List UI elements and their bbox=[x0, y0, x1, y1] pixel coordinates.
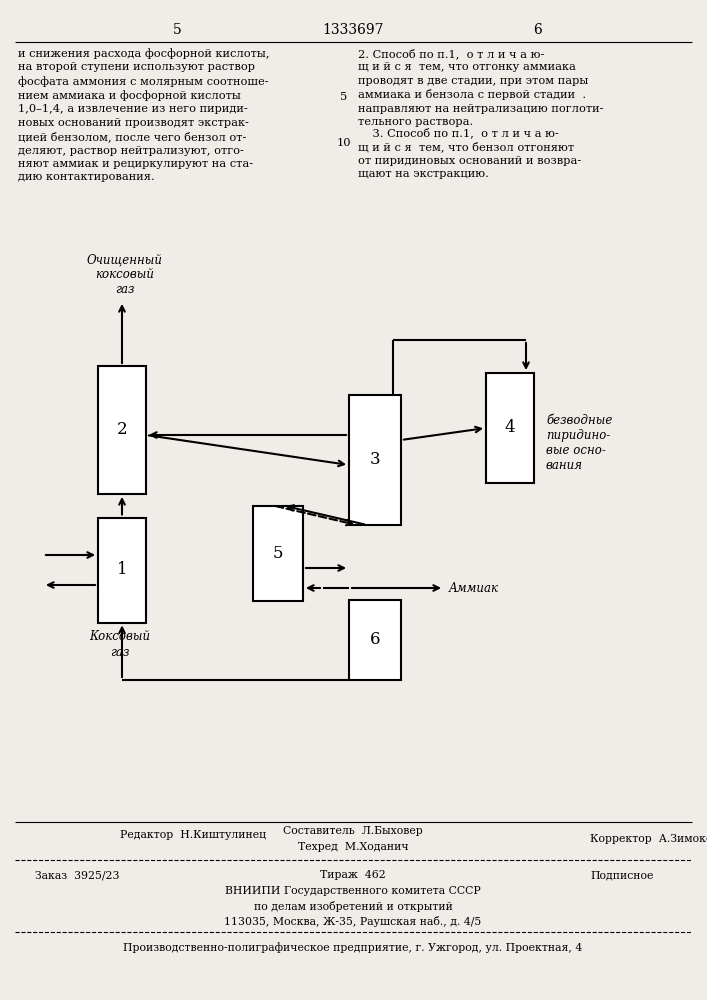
Bar bbox=[98, 518, 146, 622]
Text: 6: 6 bbox=[532, 23, 542, 37]
Text: 5: 5 bbox=[273, 544, 284, 562]
Bar bbox=[486, 373, 534, 483]
Text: 5: 5 bbox=[173, 23, 182, 37]
Text: 10: 10 bbox=[337, 138, 351, 148]
Text: 1: 1 bbox=[117, 562, 127, 578]
Text: Коксовый
газ: Коксовый газ bbox=[90, 631, 151, 658]
Text: 4: 4 bbox=[505, 420, 515, 436]
Text: Производственно-полиграфическое предприятие, г. Ужгород, ул. Проектная, 4: Производственно-полиграфическое предприя… bbox=[124, 942, 583, 953]
Text: Редактор  Н.Киштулинец: Редактор Н.Киштулинец bbox=[120, 830, 266, 840]
Text: и снижения расхода фосфорной кислоты,
на второй ступени используют раствор
фосфа: и снижения расхода фосфорной кислоты, на… bbox=[18, 48, 269, 182]
Text: Техред  М.Ходанич: Техред М.Ходанич bbox=[298, 842, 409, 852]
Text: Тираж  462: Тираж 462 bbox=[320, 870, 386, 880]
Text: 3. Способ по п.1,  о т л и ч а ю-
щ и й с я  тем, что бензол отгоняют
от пиридин: 3. Способ по п.1, о т л и ч а ю- щ и й с… bbox=[358, 127, 581, 179]
Text: по делам изобретений и открытий: по делам изобретений и открытий bbox=[254, 901, 452, 912]
Text: 2: 2 bbox=[117, 422, 127, 438]
Bar bbox=[349, 600, 401, 680]
Bar bbox=[349, 395, 401, 525]
Text: 113035, Москва, Ж-35, Раушская наб., д. 4/5: 113035, Москва, Ж-35, Раушская наб., д. … bbox=[224, 916, 481, 927]
Text: ВНИИПИ Государственного комитета СССР: ВНИИПИ Государственного комитета СССР bbox=[225, 886, 481, 896]
Text: Составитель  Л.Быховер: Составитель Л.Быховер bbox=[283, 826, 423, 836]
Text: 6: 6 bbox=[370, 632, 380, 648]
Text: 5: 5 bbox=[340, 92, 348, 102]
Bar bbox=[253, 506, 303, 600]
Text: Очищенный
коксовый
газ: Очищенный коксовый газ bbox=[87, 253, 163, 296]
Text: Корректор  А.Зимокосов: Корректор А.Зимокосов bbox=[590, 834, 707, 844]
Text: Подписное: Подписное bbox=[590, 870, 653, 880]
Text: Аммиак: Аммиак bbox=[449, 582, 499, 594]
Text: 3: 3 bbox=[370, 452, 380, 468]
Text: 1333697: 1333697 bbox=[322, 23, 384, 37]
Text: безводные
пиридино-
вые осно-
вания: безводные пиридино- вые осно- вания bbox=[546, 414, 612, 472]
Text: 2. Способ по п.1,  о т л и ч а ю-
щ и й с я  тем, что отгонку аммиака
проводят в: 2. Способ по п.1, о т л и ч а ю- щ и й с… bbox=[358, 48, 604, 127]
Bar bbox=[98, 366, 146, 494]
Text: Заказ  3925/23: Заказ 3925/23 bbox=[35, 870, 119, 880]
